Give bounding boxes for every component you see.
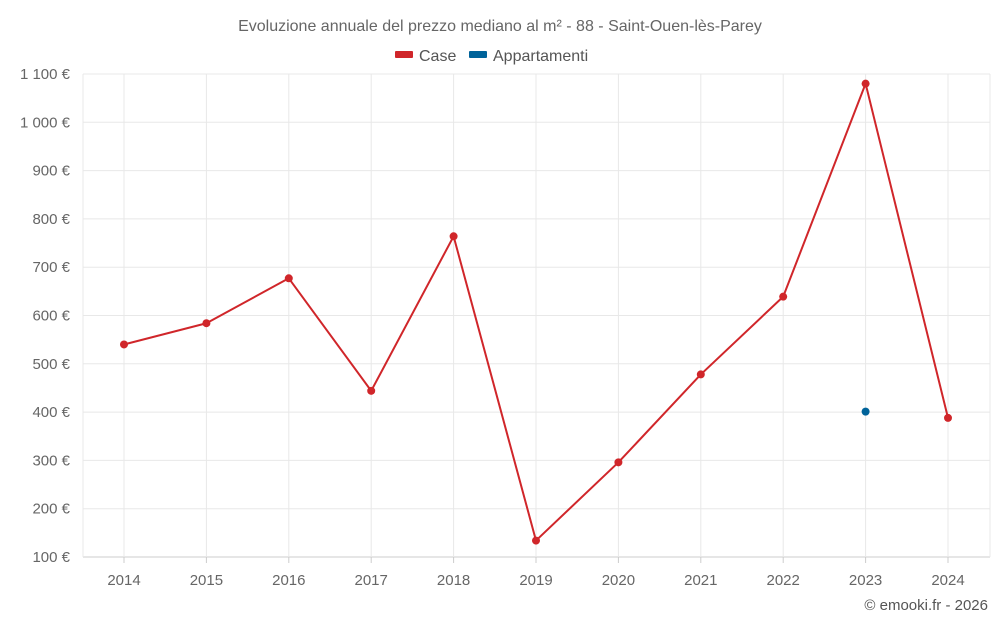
x-tick-label: 2021 [684, 572, 717, 589]
x-tick-label: 2019 [519, 572, 552, 589]
y-tick-label: 1 100 € [20, 66, 71, 83]
y-tick-label: 400 € [32, 404, 70, 421]
y-tick-label: 800 € [32, 211, 70, 228]
data-point-case-2023[interactable] [861, 79, 870, 88]
credit-text: © emooki.fr - 2026 [864, 597, 988, 614]
legend-label-case[interactable]: Case [419, 48, 456, 65]
x-tick-label: 2024 [931, 572, 964, 589]
data-point-case-2022[interactable] [779, 292, 788, 301]
data-point-case-2016[interactable] [284, 274, 293, 283]
grid [82, 73, 991, 558]
data-point-case-2021[interactable] [696, 370, 705, 379]
x-tick-label: 2022 [767, 572, 800, 589]
data-point-case-2015[interactable] [202, 319, 211, 328]
data-point-case-2024[interactable] [944, 413, 952, 422]
data-point-case-2017[interactable] [367, 386, 376, 395]
x-tick-label: 2020 [602, 572, 635, 589]
x-tick-label: 2018 [437, 572, 470, 589]
data-point-case-2020[interactable] [614, 458, 623, 467]
y-tick-label: 900 € [32, 163, 70, 180]
y-axis-ticks: 100 € 200 € 300 € 400 € 500 € 600 € 700 € 800 €… [20, 66, 71, 566]
legend-swatch-case [395, 51, 413, 58]
data-point-case-2014[interactable] [120, 340, 128, 349]
y-tick-label: 300 € [32, 452, 70, 469]
x-tick-label: 2015 [190, 572, 223, 589]
legend: Case Appartamenti [395, 48, 588, 65]
y-tick-label: 700 € [32, 259, 70, 276]
series [120, 79, 952, 545]
data-point-case-2019[interactable] [532, 536, 540, 545]
x-tick-label: 2017 [355, 572, 388, 589]
y-tick-label: 500 € [32, 356, 70, 373]
legend-label-appartamenti[interactable]: Appartamenti [493, 48, 588, 65]
y-tick-label: 200 € [32, 501, 70, 518]
x-axis-ticks: 2014 2015 2016 2017 2018 2019 2020 2021 2022 2023… [107, 557, 965, 589]
x-tick-label: 2016 [272, 572, 305, 589]
x-tick-label: 2023 [849, 572, 882, 589]
data-point-appartamenti-2023[interactable] [861, 407, 870, 416]
y-tick-label: 600 € [32, 308, 70, 325]
chart-title: Evoluzione annuale del prezzo mediano al… [238, 18, 762, 35]
x-tick-label: 2014 [107, 572, 140, 589]
legend-swatch-appartamenti [469, 51, 487, 58]
data-point-case-2018[interactable] [449, 232, 458, 241]
y-tick-label: 1 000 € [20, 114, 71, 131]
y-tick-label: 100 € [32, 549, 70, 566]
